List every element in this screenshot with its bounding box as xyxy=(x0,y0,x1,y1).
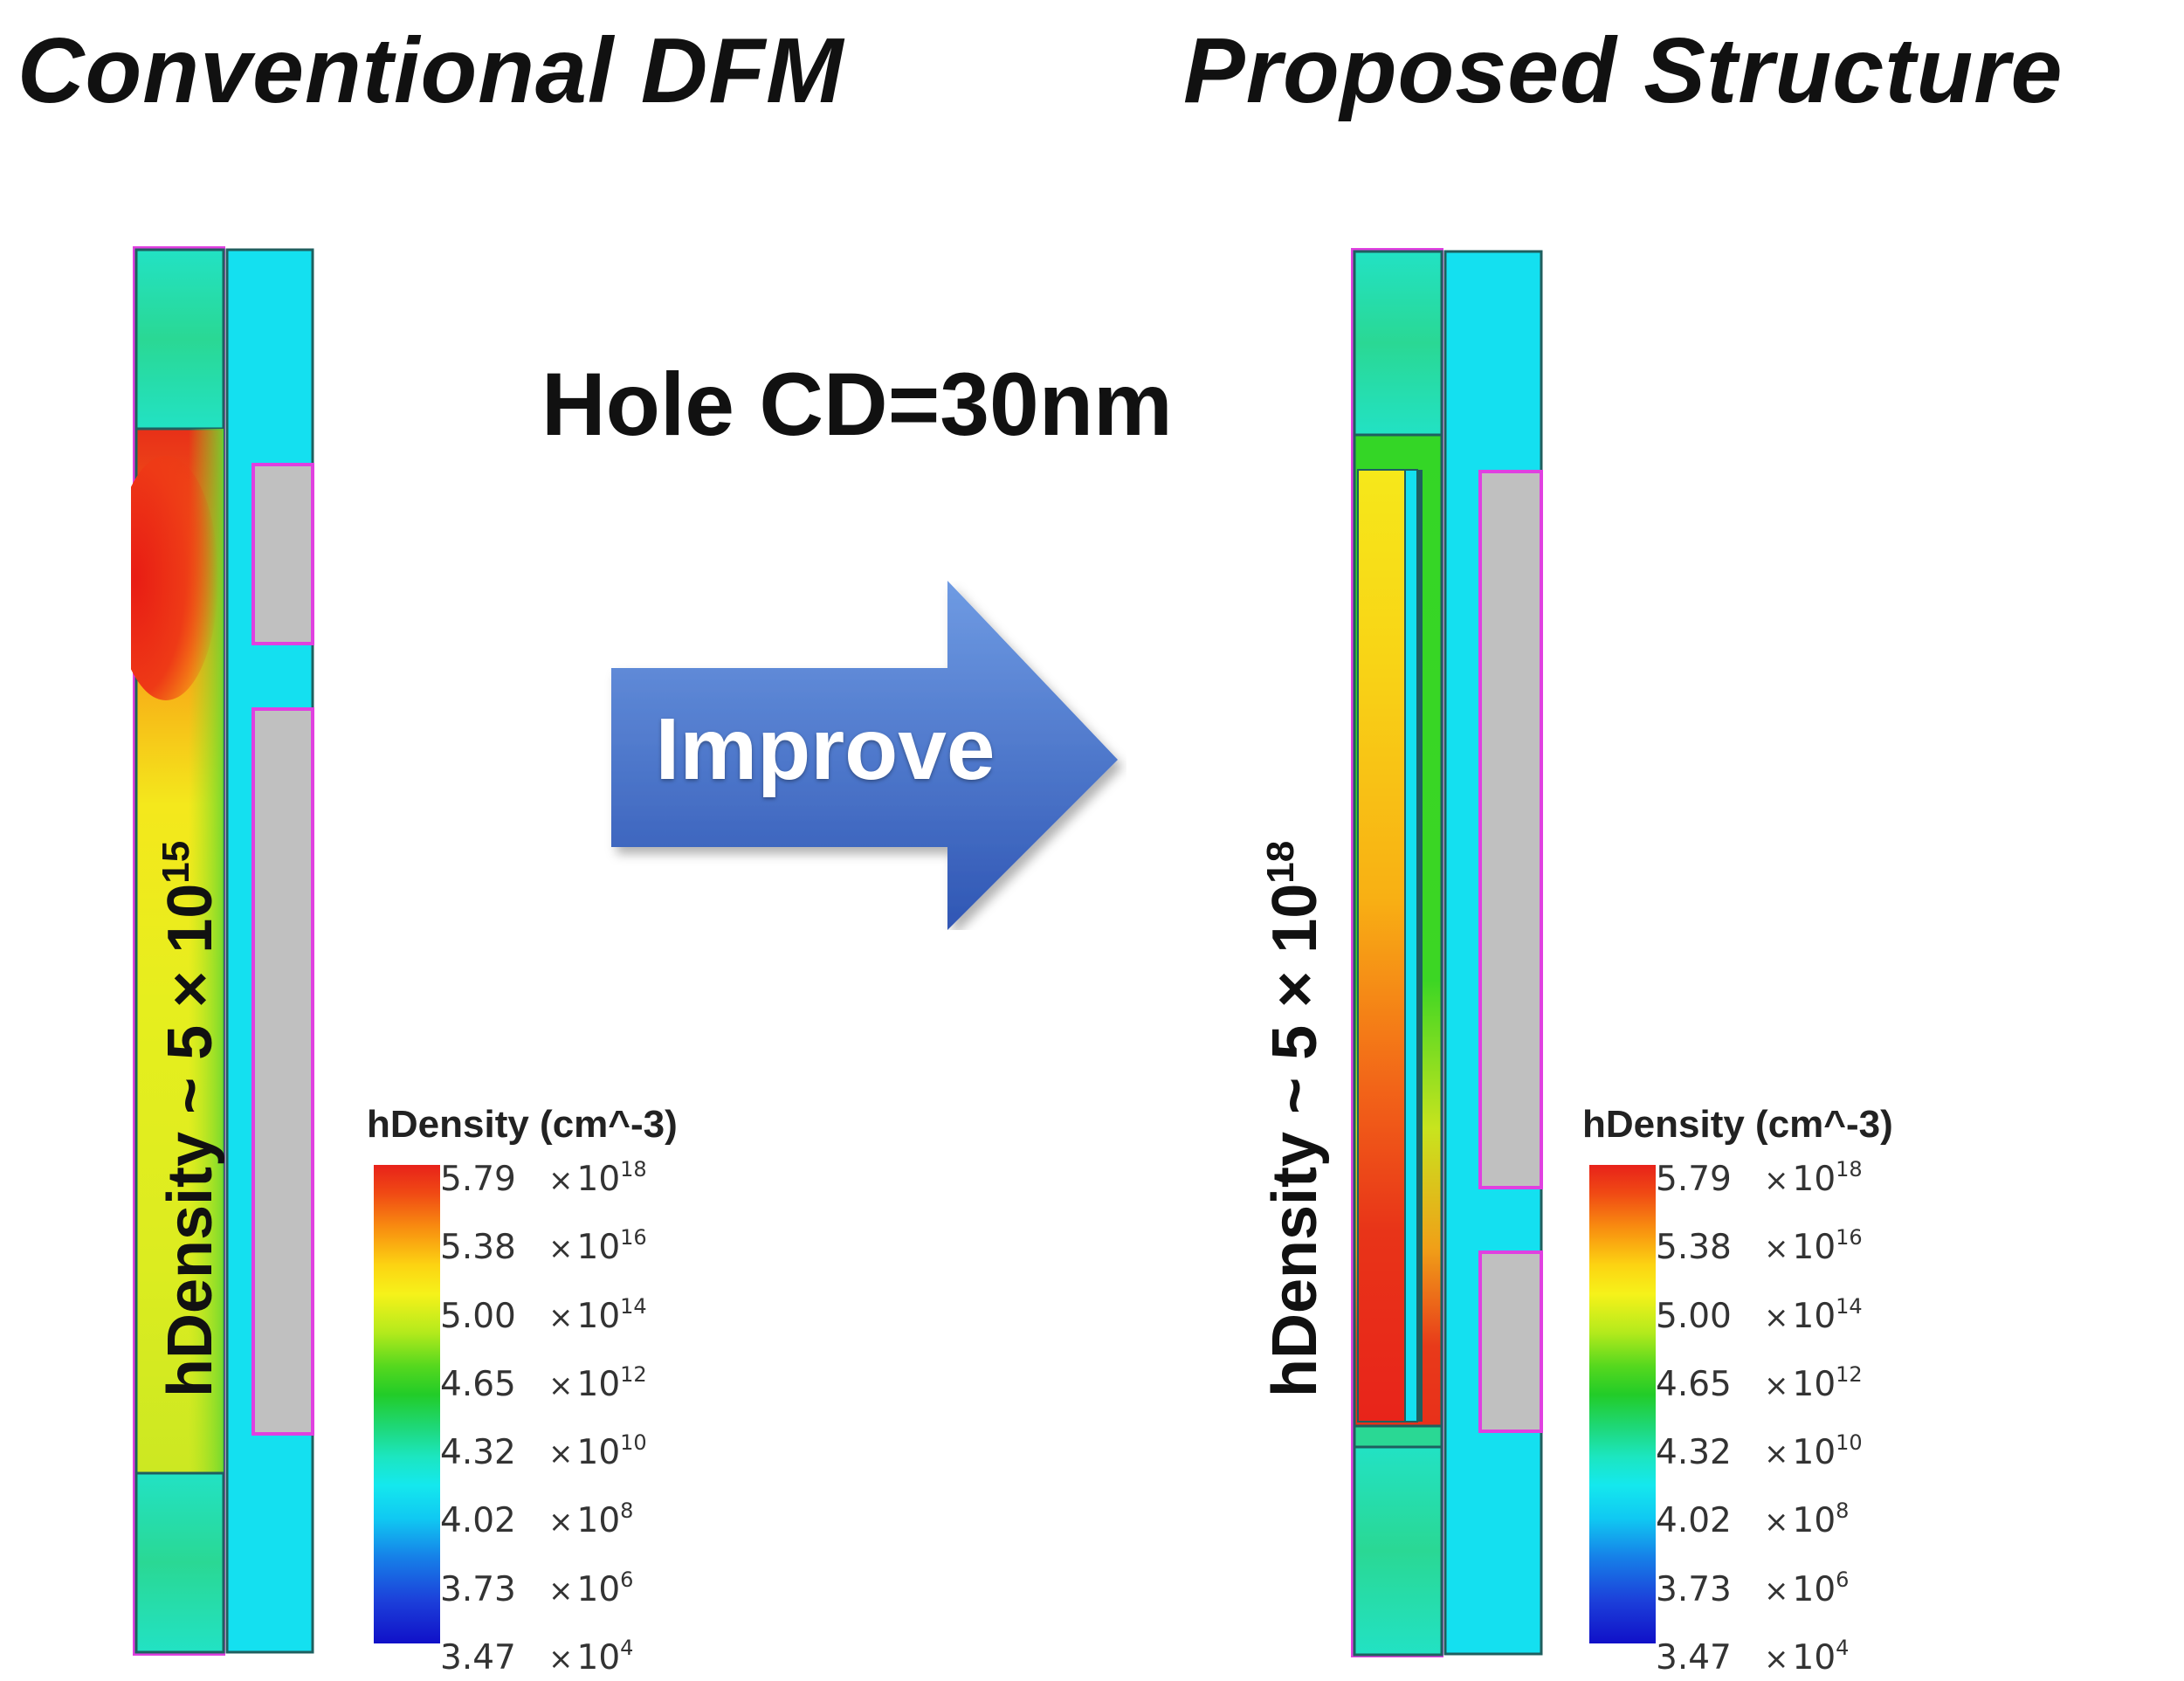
legend-tick-base: 10 xyxy=(576,1569,621,1609)
legend-tick: 5.79 × 1018 xyxy=(440,1147,807,1199)
legend-tick-value: 5.00 xyxy=(1656,1296,1732,1336)
legend-tick-base: 10 xyxy=(1792,1433,1836,1473)
legend-tick-exp: 8 xyxy=(620,1498,634,1524)
legend-tick: 4.65 × 1012 xyxy=(440,1353,807,1404)
annotation-right-base: hDensity ~ 5 × 10 xyxy=(1260,883,1330,1397)
legend-left: hDensity (cm^-3) 5.79 × 1018 5.38 × 1016 5.00 ×… xyxy=(367,1103,777,1678)
legend-tick-times: × xyxy=(548,1436,574,1472)
legend-tick-times: × xyxy=(548,1163,574,1198)
colorbar xyxy=(1589,1165,1656,1643)
legend-tick-value: 4.02 xyxy=(440,1501,516,1541)
annotation-right-exp: 18 xyxy=(1259,840,1302,884)
improve-arrow-icon xyxy=(611,581,1118,930)
legend-tick: 3.73 × 106 xyxy=(1656,1558,2022,1609)
legend-title: hDensity (cm^-3) xyxy=(367,1103,678,1146)
colorbar xyxy=(374,1165,440,1643)
legend-tick-base: 10 xyxy=(576,1501,621,1541)
legend-tick-value: 4.32 xyxy=(440,1433,516,1473)
legend-tick-value: 4.32 xyxy=(1656,1433,1732,1473)
legend-tick-exp: 4 xyxy=(620,1636,634,1660)
legend-tick-value: 3.47 xyxy=(1656,1638,1732,1678)
legend-tick: 3.73 × 106 xyxy=(440,1558,807,1609)
improve-label: Improve xyxy=(655,700,996,798)
legend-tick-times: × xyxy=(548,1642,574,1677)
legend-tick-exp: 4 xyxy=(1836,1636,1850,1660)
legend-tick: 5.38 × 1016 xyxy=(440,1216,807,1267)
title-conventional-dfm: Conventional DFM xyxy=(17,19,844,122)
legend-tick-exp: 10 xyxy=(1836,1430,1863,1456)
legend-tick-value: 5.38 xyxy=(440,1228,516,1268)
legend-tick-times: × xyxy=(1764,1505,1789,1540)
legend-tick-value: 5.79 xyxy=(440,1160,516,1199)
legend-tick: 5.79 × 1018 xyxy=(1656,1147,2022,1199)
legend-tick-times: × xyxy=(1764,1231,1789,1267)
legend-tick-times: × xyxy=(548,1368,574,1403)
legend-tick-times: × xyxy=(548,1505,574,1540)
annotation-left-exp: 15 xyxy=(155,840,197,884)
legend-tick: 5.38 × 1016 xyxy=(1656,1216,2022,1267)
legend-tick-times: × xyxy=(548,1299,574,1335)
legend-tick-base: 10 xyxy=(1792,1364,1836,1404)
legend-tick-base: 10 xyxy=(1792,1160,1836,1199)
legend-tick-exp: 14 xyxy=(620,1293,647,1319)
legend-tick-base: 10 xyxy=(576,1228,621,1268)
legend-tick-exp: 12 xyxy=(1836,1361,1863,1387)
proposed-structure-device xyxy=(1351,248,1543,1657)
legend-tick-exp: 10 xyxy=(620,1430,647,1456)
conventional-dfm-device xyxy=(131,246,314,1656)
legend-tick-exp: 14 xyxy=(1836,1293,1863,1319)
legend-tick-value: 5.00 xyxy=(440,1296,516,1336)
legend-tick-exp: 6 xyxy=(1836,1567,1850,1592)
legend-tick-value: 5.79 xyxy=(1656,1160,1732,1199)
legend-tick-times: × xyxy=(1764,1573,1789,1609)
legend-tick-value: 4.65 xyxy=(1656,1364,1732,1404)
legend-tick: 4.32 × 1010 xyxy=(440,1421,807,1472)
legend-tick-base: 10 xyxy=(1792,1501,1836,1541)
legend-tick-times: × xyxy=(548,1231,574,1267)
legend-tick-value: 4.02 xyxy=(1656,1501,1732,1541)
legend-tick: 3.47 × 104 xyxy=(440,1626,807,1678)
legend-tick-value: 3.73 xyxy=(1656,1569,1732,1609)
legend-tick-base: 10 xyxy=(576,1160,621,1199)
legend-tick-exp: 16 xyxy=(620,1225,647,1250)
legend-tick-exp: 6 xyxy=(620,1567,634,1592)
legend-tick-base: 10 xyxy=(576,1296,621,1336)
legend-tick-exp: 12 xyxy=(620,1361,647,1387)
legend-tick-exp: 18 xyxy=(1836,1157,1863,1182)
legend-tick-times: × xyxy=(1764,1368,1789,1403)
legend-tick-base: 10 xyxy=(1792,1296,1836,1336)
legend-tick: 4.32 × 1010 xyxy=(1656,1421,2022,1472)
legend-tick: 4.02 × 108 xyxy=(440,1489,807,1540)
annotation-left-hdensity: hDensity ~ 5 × 1015 xyxy=(155,840,225,1397)
legend-tick-base: 10 xyxy=(1792,1638,1836,1678)
hole-cd-label: Hole CD=30nm xyxy=(541,355,1173,454)
legend-right: hDensity (cm^-3) 5.79 × 1018 5.38 × 1016 5.00 ×… xyxy=(1582,1103,1993,1678)
legend-tick-exp: 18 xyxy=(620,1157,647,1182)
legend-tick-base: 10 xyxy=(1792,1569,1836,1609)
legend-tick: 5.00 × 1014 xyxy=(1656,1285,2022,1336)
legend-tick: 5.00 × 1014 xyxy=(440,1285,807,1336)
annotation-left-base: hDensity ~ 5 × 10 xyxy=(155,883,225,1397)
legend-tick-times: × xyxy=(1764,1436,1789,1472)
legend-tick-value: 5.38 xyxy=(1656,1228,1732,1268)
legend-tick-times: × xyxy=(1764,1163,1789,1198)
legend-tick: 3.47 × 104 xyxy=(1656,1626,2022,1678)
legend-title: hDensity (cm^-3) xyxy=(1582,1103,1893,1146)
legend-tick-value: 4.65 xyxy=(440,1364,516,1404)
legend-tick-base: 10 xyxy=(1792,1228,1836,1268)
legend-tick-value: 3.47 xyxy=(440,1638,516,1678)
legend-tick-exp: 8 xyxy=(1836,1498,1850,1524)
legend-tick-value: 3.73 xyxy=(440,1569,516,1609)
legend-tick: 4.65 × 1012 xyxy=(1656,1353,2022,1404)
legend-tick: 4.02 × 108 xyxy=(1656,1489,2022,1540)
legend-tick-times: × xyxy=(1764,1299,1789,1335)
legend-tick-times: × xyxy=(548,1573,574,1609)
title-proposed-structure: Proposed Structure xyxy=(1183,19,2063,122)
annotation-right-hdensity: hDensity ~ 5 × 1018 xyxy=(1259,840,1330,1397)
legend-tick-base: 10 xyxy=(576,1433,621,1473)
legend-tick-base: 10 xyxy=(576,1638,621,1678)
legend-tick-exp: 16 xyxy=(1836,1225,1863,1250)
legend-tick-base: 10 xyxy=(576,1364,621,1404)
legend-tick-times: × xyxy=(1764,1642,1789,1677)
